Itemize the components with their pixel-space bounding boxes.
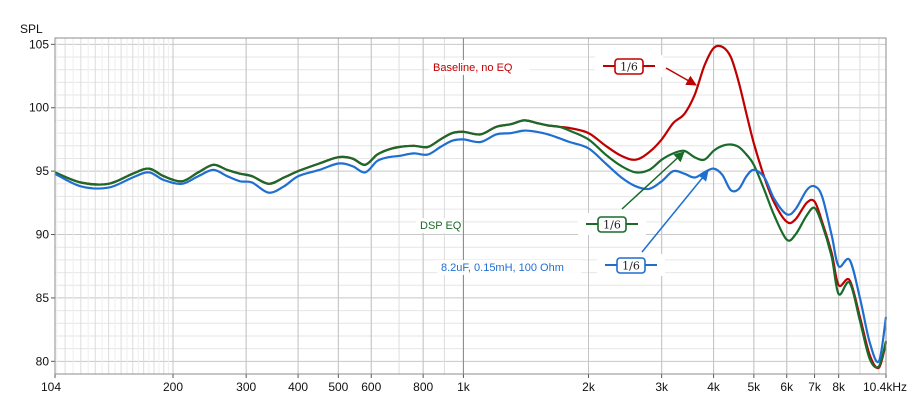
label-backing — [437, 260, 582, 275]
x-tick-label: 104 — [41, 380, 61, 394]
annotations: Baseline, no EQ 1/6 DSP EQ 1/6 8.2uF, 0.15mH… — [54, 37, 887, 375]
y-tick-label: 90 — [36, 228, 50, 242]
smoothing-badge — [616, 257, 646, 274]
x-tick-label: 600 — [361, 380, 381, 394]
x-tick-label: 8k — [832, 380, 846, 394]
x-tick-label: 800 — [413, 380, 433, 394]
annotation-arrow — [621, 151, 685, 210]
annotation-arrow — [641, 170, 709, 253]
smoothing-badge — [597, 216, 627, 233]
x-tick-label: 1k — [457, 380, 471, 394]
y-tick-label: 95 — [36, 164, 50, 178]
x-tick-label: 10.4kHz — [863, 380, 907, 394]
annotation-arrow — [665, 67, 697, 86]
passive-network-line — [54, 129, 888, 364]
axes: 80 85 90 95 100 105 104 200 300 400 500 600 800 1k 2k 3… — [29, 37, 907, 394]
smoothing-badge-label: 1/6 — [620, 61, 638, 74]
x-tick-label: 200 — [163, 380, 183, 394]
plot-area — [54, 37, 887, 375]
y-axis-label: SPL — [20, 22, 43, 36]
x-tick-label: 6k — [780, 380, 794, 394]
y-tick-label: 85 — [36, 291, 50, 305]
passive-network-label: 8.2uF, 0.15mH, 100 Ohm — [441, 262, 564, 274]
series-lines — [54, 44, 888, 370]
x-tick-label: 500 — [328, 380, 348, 394]
x-tick-label: 5k — [748, 380, 762, 394]
x-tick-label: 7k — [808, 380, 822, 394]
y-tick-label: 80 — [36, 354, 50, 368]
smoothing-badge-label: 1/6 — [622, 260, 640, 273]
x-tick-label: 2k — [582, 380, 596, 394]
smoothing-badge — [614, 58, 644, 75]
baseline-label: Baseline, no EQ — [433, 62, 513, 74]
x-tick-label: 4k — [707, 380, 721, 394]
y-tick-label: 105 — [29, 37, 49, 51]
x-tick-label: 400 — [288, 380, 308, 394]
label-backing — [429, 60, 530, 75]
dsp-eq-label: DSP EQ — [420, 220, 462, 232]
plot-border — [54, 37, 887, 375]
y-tick-label: 100 — [29, 101, 49, 115]
label-backing — [416, 218, 462, 233]
dsp-eq-line — [54, 119, 888, 369]
smoothing-badge-label: 1/6 — [603, 219, 621, 232]
x-tick-label: 300 — [236, 380, 256, 394]
x-tick-label: 3k — [655, 380, 669, 394]
